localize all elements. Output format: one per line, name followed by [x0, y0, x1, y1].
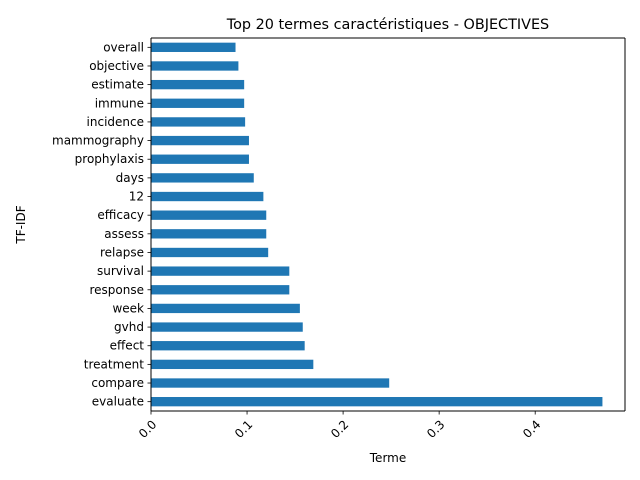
y-tick-label-immune: immune	[95, 96, 144, 110]
x-tick-label: 0.4	[520, 417, 543, 440]
y-tick-label-incidence: incidence	[87, 115, 144, 129]
bar-assess	[151, 229, 267, 239]
bar-response	[151, 285, 290, 295]
y-tick-label-objective: objective	[89, 59, 144, 73]
bar-evaluate	[151, 397, 603, 407]
y-tick-label-survival: survival	[97, 264, 144, 278]
y-tick-label-week: week	[112, 301, 144, 315]
y-tick-label-overall: overall	[103, 40, 144, 54]
y-tick-label-effect: effect	[110, 339, 145, 353]
y-tick-label-efficacy: efficacy	[97, 208, 144, 222]
bar-12	[151, 191, 264, 202]
y-tick-label-assess: assess	[104, 227, 144, 241]
y-tick-label-compare: compare	[91, 376, 144, 390]
bar-days	[151, 173, 254, 183]
x-tick-label: 0.0	[136, 417, 159, 440]
bar-gvhd	[151, 322, 303, 332]
bar-mammography	[151, 135, 249, 146]
x-tick-label: 0.1	[232, 417, 255, 440]
y-tick-label-treatment: treatment	[84, 357, 144, 371]
y-ticks-layer: evaluate compare treatment effect gvhd week re…	[52, 40, 151, 409]
bars-layer	[151, 42, 603, 407]
bar-effect	[151, 341, 305, 351]
bar-immune	[151, 98, 245, 108]
bar-prophylaxis	[151, 154, 249, 164]
x-tick-label: 0.3	[424, 417, 447, 440]
y-tick-label-12: 12	[129, 190, 144, 204]
bar-estimate	[151, 79, 245, 90]
x-axis-label: Terme	[369, 451, 406, 465]
y-tick-label-mammography: mammography	[52, 134, 144, 148]
x-tick-label: 0.2	[328, 417, 351, 440]
bar-compare	[151, 378, 390, 388]
chart-title: Top 20 termes caractéristiques - OBJECTI…	[226, 17, 549, 33]
y-tick-label-prophylaxis: prophylaxis	[75, 152, 144, 166]
bar-relapse	[151, 247, 269, 258]
y-tick-label-estimate: estimate	[91, 78, 144, 92]
bar-overall	[151, 42, 236, 52]
y-tick-label-relapse: relapse	[100, 245, 144, 259]
y-tick-label-evaluate: evaluate	[92, 395, 144, 409]
bar-efficacy	[151, 210, 267, 220]
bar-week	[151, 303, 300, 314]
y-tick-label-days: days	[116, 171, 144, 185]
y-tick-label-gvhd: gvhd	[114, 320, 144, 334]
x-ticks-layer: 0.0 0.1 0.2 0.3 0.4	[136, 411, 544, 441]
bar-objective	[151, 61, 239, 71]
bar-survival	[151, 266, 290, 276]
y-tick-label-response: response	[89, 283, 144, 297]
bar-incidence	[151, 117, 246, 127]
bar-treatment	[151, 359, 314, 370]
y-axis-label: TF-IDF	[14, 205, 28, 244]
